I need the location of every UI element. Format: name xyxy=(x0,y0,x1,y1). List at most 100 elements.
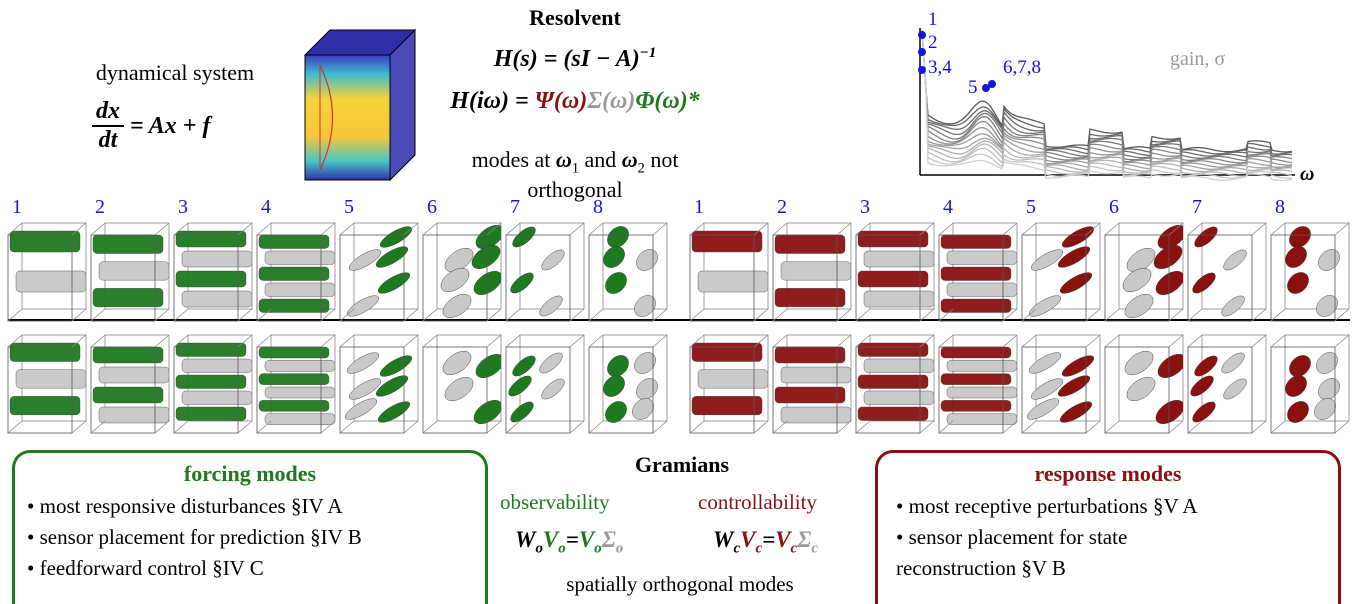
rhs: = Ax + f xyxy=(130,113,210,140)
shapes xyxy=(507,223,567,319)
list-item: sensor placement for prediction §IV B xyxy=(27,522,485,553)
mode-structure xyxy=(373,243,410,271)
mode-number: 2 xyxy=(777,196,787,218)
mode-structure xyxy=(599,371,629,401)
mode-structure xyxy=(1026,349,1063,377)
system-equation: dx dt = Ax + f xyxy=(92,98,210,154)
shapes xyxy=(775,347,851,423)
mode-structure xyxy=(265,387,335,398)
mode-thumbnail xyxy=(8,223,86,321)
mode-structure xyxy=(441,372,478,405)
mode-structure xyxy=(1218,349,1247,376)
mode-structure xyxy=(858,375,928,389)
subscript: o xyxy=(558,541,565,557)
symbol: = xyxy=(762,527,775,552)
mode-thumbnail xyxy=(257,223,335,321)
shapes xyxy=(437,220,509,322)
mode-structure xyxy=(698,370,768,389)
mode-structure xyxy=(509,223,538,250)
mode-number: 3 xyxy=(178,196,188,218)
box-edges xyxy=(1022,223,1100,321)
mode-structure xyxy=(176,343,246,357)
mode-thumbnail xyxy=(174,223,252,321)
observability-equation: WoVo=VoΣo xyxy=(515,527,623,558)
mode-structure xyxy=(781,407,851,423)
box-edges xyxy=(340,223,418,321)
shapes xyxy=(692,231,768,292)
mode-structure xyxy=(630,348,660,378)
mode-structure xyxy=(344,292,381,320)
mode-number: 1 xyxy=(694,196,704,218)
mode-number: 4 xyxy=(261,196,271,218)
mode-structure xyxy=(93,235,163,254)
controllability-equation: WcVc=VcΣc xyxy=(713,527,818,558)
mode-structure xyxy=(99,262,169,281)
symbol: V xyxy=(543,527,558,552)
shapes xyxy=(599,222,662,321)
mode-structure xyxy=(265,251,335,265)
mode-thumbnail xyxy=(91,335,169,433)
mode-structure xyxy=(93,387,163,403)
mode-thumbnail xyxy=(1022,335,1100,433)
mode-structure xyxy=(1057,398,1094,426)
forcing-box: forcing modes most responsive disturbanc… xyxy=(12,450,488,604)
mode-structure xyxy=(1220,375,1249,402)
shapes xyxy=(176,343,252,421)
subscript: 1 xyxy=(572,160,579,176)
subscript: c xyxy=(811,541,818,557)
mode-structure xyxy=(599,242,629,272)
mode-structure xyxy=(1283,268,1313,298)
mode-thumbnail xyxy=(91,223,169,321)
mode-structure xyxy=(1283,397,1313,427)
mode-structure xyxy=(1055,243,1092,271)
mode-thumbnail xyxy=(589,335,667,433)
observability-label: observability xyxy=(500,490,610,515)
mode-structure xyxy=(16,370,86,389)
mode-structure xyxy=(941,235,1011,249)
mode-structure xyxy=(781,367,851,383)
mode-structure xyxy=(373,372,410,400)
shapes xyxy=(1119,220,1191,322)
mode-structure xyxy=(182,359,252,373)
mode-structure xyxy=(1191,352,1220,379)
mode-structure xyxy=(16,271,86,292)
shapes xyxy=(259,347,335,425)
mode-structure xyxy=(439,289,476,322)
exponent: −1 xyxy=(640,45,657,61)
resolvent-title: Resolvent xyxy=(475,5,675,31)
mode-thumbnail xyxy=(1188,223,1266,321)
shapes xyxy=(176,231,252,307)
mode-thumbnail xyxy=(773,223,851,321)
mode-structure xyxy=(775,235,845,254)
mode-thumbnail xyxy=(1271,222,1349,321)
mode-number: 5 xyxy=(344,196,354,218)
mode-number: 5 xyxy=(1026,196,1036,218)
mode-thumbnail xyxy=(690,335,768,433)
mode-structure xyxy=(858,271,928,287)
shapes xyxy=(941,235,1017,313)
mode-number: 2 xyxy=(95,196,105,218)
mode-structure xyxy=(538,375,567,402)
mode-structure xyxy=(692,396,762,414)
omega: ω xyxy=(622,147,638,172)
mode-structure xyxy=(344,349,381,377)
mode-structure xyxy=(947,387,1017,398)
mode-structure xyxy=(93,288,163,307)
mode-structure xyxy=(947,251,1017,265)
mode-structure xyxy=(947,283,1017,297)
svd-lhs: H(iω) = xyxy=(450,88,534,114)
mode-structure xyxy=(601,268,631,298)
gain-curve xyxy=(922,30,1292,152)
mode-structure xyxy=(99,407,169,423)
mode-thumbnail xyxy=(690,223,768,321)
mode-structure xyxy=(1312,348,1342,378)
mode-structure xyxy=(377,352,414,380)
mode-structure xyxy=(775,347,845,363)
mode-structure xyxy=(781,262,851,281)
shapes xyxy=(941,347,1017,425)
shapes xyxy=(439,346,509,428)
mode-thumbnail xyxy=(8,335,86,433)
gain-curve xyxy=(922,30,1292,169)
mode-thumbnail xyxy=(1187,335,1266,433)
mode-structure xyxy=(601,397,631,427)
